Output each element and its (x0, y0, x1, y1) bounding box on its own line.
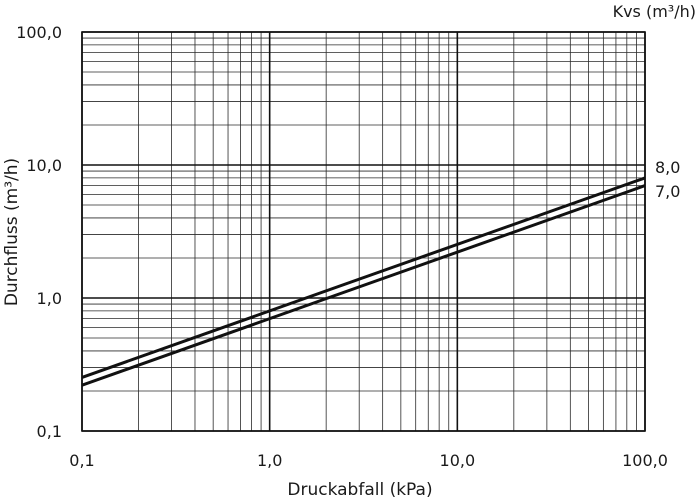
x-tick-label: 10,0 (440, 451, 476, 470)
x-tick-label: 0,1 (69, 451, 94, 470)
y-tick-label: 0,1 (37, 422, 62, 441)
minor-grid (82, 32, 645, 431)
x-axis-title: Druckabfall (kPa) (287, 480, 432, 500)
series-label-kvs-1: 8,0 (655, 158, 680, 177)
x-tick-labels: 0,1 1,0 10,0 100,0 (69, 451, 668, 470)
kvs-legend-title: Kvs (m³/h) (613, 2, 696, 21)
plot-frame (81, 31, 646, 432)
series-line-kvs-1 (81, 176, 646, 379)
y-tick-label: 10,0 (26, 156, 62, 175)
major-grid (81, 31, 646, 432)
series-labels: 8,07,0 (655, 158, 680, 201)
y-tick-labels: 0,1 1,0 10,0 100,0 (16, 23, 62, 441)
series-layer (81, 176, 646, 387)
y-tick-label: 100,0 (16, 23, 62, 42)
y-tick-label: 1,0 (37, 289, 62, 308)
series-label-kvs-2: 7,0 (655, 182, 680, 201)
x-tick-label: 100,0 (622, 451, 668, 470)
y-axis-title: Durchfluss (m³/h) (2, 158, 22, 306)
x-tick-label: 1,0 (257, 451, 282, 470)
series-line-kvs-2 (81, 184, 646, 387)
